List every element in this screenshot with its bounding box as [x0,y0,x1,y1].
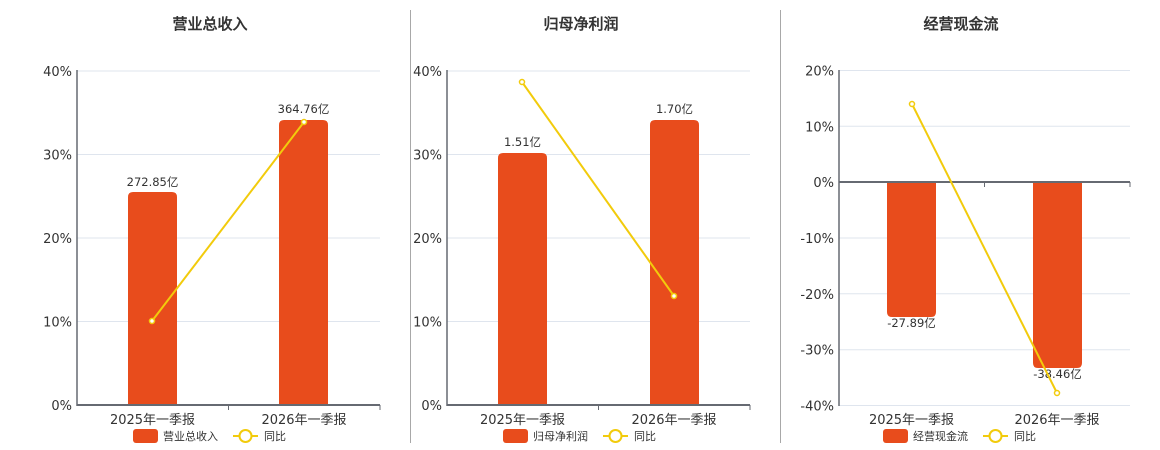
bar-2026q1[interactable] [1033,182,1082,368]
x-axis-label: 2025年一季报 [480,413,565,428]
bar-2026q1[interactable] [279,120,328,405]
svg-text:20%: 20% [43,232,72,247]
bar-2025q1[interactable] [887,182,936,317]
svg-text:10%: 10% [43,316,72,331]
chart-net-profit: 归母净利润 40% 30% 20% 10% 0% 1.51亿 1.70亿 202… [413,15,751,443]
chart-title: 营业总收入 [172,15,247,33]
svg-text:20%: 20% [413,232,442,247]
x-axis-label: 2026年一季报 [261,413,346,428]
bar-2025q1[interactable] [128,192,177,405]
legend-bar-label: 经营现金流 [913,429,968,443]
legend[interactable]: 归母净利润 同比 [503,429,656,443]
y-axis-labels: 20% 10% 0% -10% -20% -30% -40% [800,65,834,415]
svg-text:10%: 10% [805,120,834,135]
svg-text:-10%: -10% [800,232,834,247]
yoy-line[interactable] [518,78,678,300]
chart-title: 经营现金流 [923,15,998,33]
bar-value-label: -38.46亿 [1033,367,1082,381]
panel-divider [410,10,411,443]
x-axis-label: 2026年一季报 [631,413,716,428]
chart-revenue: 营业总收入 40% 30% 20% 10% 0% 272.85亿 364.76亿 [43,15,381,443]
bar-2025q1[interactable] [498,153,547,405]
bar-value-label: 1.70亿 [656,102,693,116]
svg-text:-20%: -20% [800,288,834,303]
gridlines [839,70,1130,406]
bar-value-label: -27.89亿 [887,316,936,330]
chart-operating-cashflow: 经营现金流 20% 10% 0% -10% -20% -30% -40% -27… [800,15,1131,443]
chart-panel-operating-cashflow: 经营现金流 20% 10% 0% -10% -20% -30% -40% -27… [781,0,1160,450]
svg-text:-40%: -40% [800,400,834,415]
svg-text:40%: 40% [43,65,72,80]
x-axis-label: 2025年一季报 [869,413,954,428]
chart-panel-net-profit: 归母净利润 40% 30% 20% 10% 0% 1.51亿 1.70亿 202… [411,0,780,450]
svg-text:0%: 0% [813,176,834,191]
svg-text:-30%: -30% [800,344,834,359]
yoy-line[interactable] [908,100,1061,397]
svg-text:20%: 20% [805,65,834,80]
svg-text:0%: 0% [51,399,72,414]
x-axis-label: 2025年一季报 [110,413,195,428]
svg-text:40%: 40% [413,65,442,80]
legend-bar-label: 归母净利润 [533,429,588,443]
bar-value-label: 272.85亿 [127,175,179,189]
y-axis-labels: 40% 30% 20% 10% 0% [43,65,72,414]
bar-value-label: 1.51亿 [504,135,541,149]
gridlines [447,70,750,322]
legend-bar-swatch-icon [133,429,158,443]
legend-line-label: 同比 [1014,430,1036,443]
bar-2026q1[interactable] [650,120,699,405]
chart-title: 归母净利润 [543,15,618,33]
x-axis-label: 2026年一季报 [1014,413,1099,428]
legend[interactable]: 经营现金流 同比 [883,429,1036,443]
legend-bar-swatch-icon [883,429,908,443]
svg-text:0%: 0% [421,399,442,414]
yoy-line[interactable] [148,118,308,325]
legend-bar-swatch-icon [503,429,528,443]
bar-value-label: 364.76亿 [278,102,330,116]
y-axis-labels: 40% 30% 20% 10% 0% [413,65,442,414]
svg-text:30%: 30% [43,149,72,164]
gridlines [77,70,380,322]
svg-text:10%: 10% [413,316,442,331]
svg-text:30%: 30% [413,149,442,164]
legend[interactable]: 营业总收入 同比 [133,429,286,443]
chart-panel-revenue: 营业总收入 40% 30% 20% 10% 0% 272.85亿 364.76亿 [0,0,410,450]
legend-bar-label: 营业总收入 [163,429,218,443]
legend-line-label: 同比 [634,430,656,443]
legend-line-label: 同比 [264,430,286,443]
panel-divider [780,10,781,443]
